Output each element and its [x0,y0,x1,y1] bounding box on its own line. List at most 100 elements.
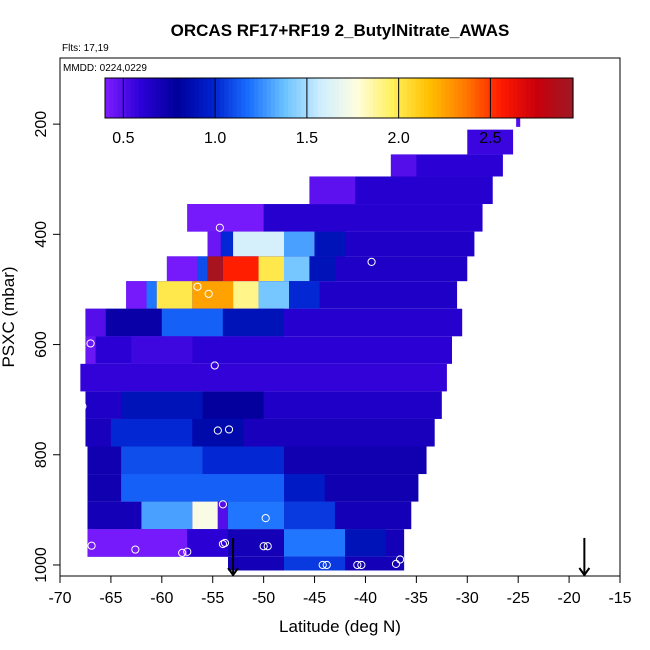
colorbar-step [202,78,208,118]
colorbar-step [245,78,251,118]
colorbar-step [445,78,451,118]
sample-point [131,545,140,554]
colorbar-step [300,78,306,118]
heatmap-cell [258,281,290,309]
heatmap-cell [166,256,198,282]
colorbar-step [347,78,353,118]
latitude-markers [227,537,591,577]
colorbar-tick-label: 1.0 [204,130,226,147]
heatmap-cell [161,308,223,337]
x-tick-label: -50 [252,590,275,607]
heatmap-cell [192,418,244,447]
colorbar-step [339,78,344,118]
colorbar-step [181,78,187,118]
colorbar-step [258,78,264,118]
heatmap-cell [146,281,157,309]
latitude-arrow-marker [578,537,591,577]
heatmap-cell [222,256,259,282]
heatmap-cell [222,308,284,337]
sample-point [353,560,362,570]
colorbar-step [211,78,217,118]
colorbar-step [287,78,293,118]
colorbar-step [283,78,289,118]
sample-point [357,560,366,570]
colorbar-step [492,78,498,118]
heatmap-cell [121,446,203,475]
colorbar-step [432,78,438,118]
colorbar-step [270,78,276,118]
colorbar-step [198,78,204,118]
heatmap-band-0 [516,113,521,127]
colorbar-step [564,78,570,118]
flights-label: Flts: 17,19 [62,43,109,54]
heatmap-band-2 [390,154,503,177]
colorbar-step [279,78,285,118]
sample-point [204,289,213,298]
colorbar-step [343,78,349,118]
sample-point [213,426,222,435]
heatmap-cell [207,256,223,282]
heatmap-cell [131,336,193,364]
colorbar-step [185,78,191,118]
colorbar-step [517,78,523,118]
colorbar [104,77,574,119]
colorbar-step [419,78,425,118]
y-tick-label: 800 [33,441,50,468]
colorbar-step [377,78,383,118]
y-tick-label: 600 [33,331,50,358]
colorbar-step [156,78,161,118]
colorbar-step [194,78,200,118]
sample-point [263,542,272,551]
colorbar-frame [104,77,574,119]
colorbar-step [385,78,391,118]
colorbar-step [215,78,221,118]
heatmap-cell [284,556,346,571]
colorbar-step [364,78,370,118]
sample-point [178,548,187,557]
x-tick-label: -60 [150,590,173,607]
x-tick-label: -40 [354,590,377,607]
colorbar-step [483,78,489,118]
heatmap-cell [85,336,96,364]
colorbar-step [164,78,170,118]
colorbar-step [309,78,315,118]
heatmap-cell [202,446,284,475]
colorbar-step [407,78,412,118]
colorbar-step [313,78,319,118]
colorbar-step [224,78,229,118]
heatmap-cell [284,529,346,557]
sample-point [86,339,95,348]
heatmap-band-10 [80,363,447,392]
heatmap-cell [105,308,162,337]
x-tick-label: -55 [201,590,224,607]
x-tick-label: -15 [608,590,631,607]
colorbar-step [436,78,442,118]
sample-point [261,514,270,523]
colorbar-step [275,78,281,118]
colorbar-step [122,78,127,118]
colorbar-step [543,78,549,118]
heatmap-cell [284,474,325,502]
heatmap-cell [192,281,234,309]
x-tick-label: -45 [303,590,326,607]
colorbar-step [207,78,212,118]
x-tick-label: -65 [99,590,122,607]
sample-point [210,361,219,370]
colorbar-step [117,78,123,118]
colorbar-step [402,78,408,118]
colorbar-step [360,78,366,118]
colorbar-step [449,78,455,118]
colorbar-step [130,78,136,118]
mmdd-label: MMDD: 0224,0229 [63,63,147,74]
colorbar-step [538,78,544,118]
colorbar-step [262,78,268,118]
y-tick-label: 1000 [33,547,50,583]
sample-point [391,559,401,568]
sample-point [322,560,331,570]
heatmap-cell [233,231,284,257]
heatmap-cell [126,281,147,309]
colorbar-step [190,78,195,118]
colorbar-step [381,78,387,118]
colorbar-step [160,78,166,118]
colorbar-step [466,78,472,118]
